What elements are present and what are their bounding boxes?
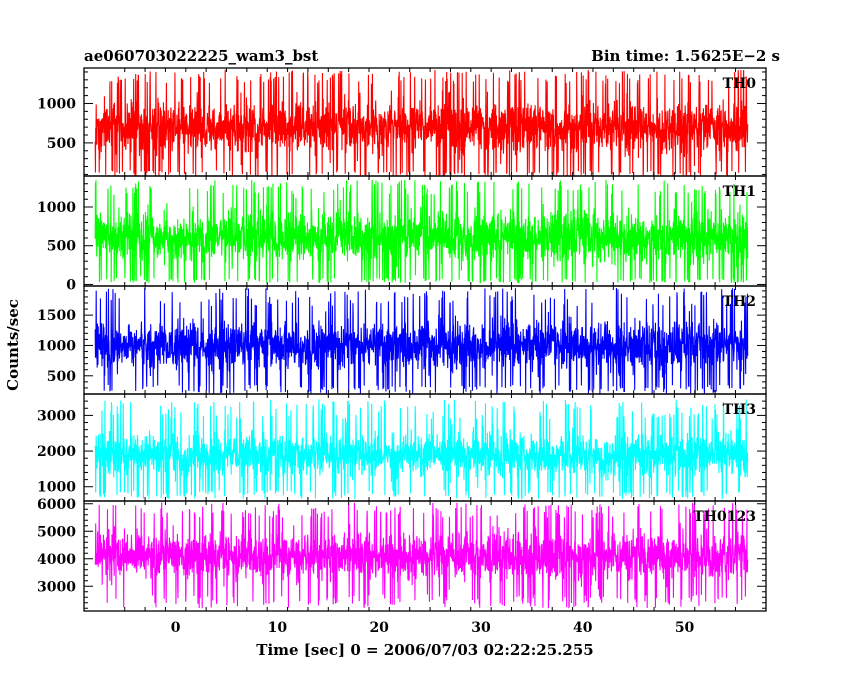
series-line-th0123 [94, 502, 749, 609]
y-tick-label: 3000 [37, 579, 76, 595]
y-tick-label: 2000 [37, 444, 76, 460]
y-tick-label: 1000 [37, 96, 76, 112]
series-line-th1 [94, 179, 749, 284]
y-tick-label: 500 [47, 369, 76, 385]
panel-th0: 500 1000 TH0 [37, 67, 767, 177]
y-tick-label: 1000 [37, 338, 76, 354]
panel-th3: 1000 2000 3000 TH3 [37, 393, 767, 502]
panel-th2: 500 1000 1500 TH2 [37, 285, 767, 395]
series-line-th2 [94, 288, 749, 394]
series-line-th3 [94, 399, 749, 501]
panels-group: 500 1000 TH0 0 500 1000 TH1 500 1000 1500 TH2 1000 2… [37, 67, 767, 612]
panel-th1: 0 500 1000 TH1 [37, 175, 767, 293]
y-tick-label: 1000 [37, 200, 76, 216]
panel-label-th2: TH2 [723, 294, 756, 310]
x-tick-label: 30 [471, 620, 491, 636]
x-tick-label: 0 [171, 620, 181, 636]
panel-label-th3: TH3 [723, 402, 756, 418]
x-tick-label: 20 [369, 620, 389, 636]
y-tick-label: 6000 [37, 497, 76, 513]
panel-label-th0: TH0 [723, 76, 757, 92]
panel-label-th0123: TH0123 [693, 509, 756, 525]
y-tick-label: 5000 [37, 524, 76, 540]
y-tick-label: 1500 [37, 308, 76, 324]
chart-title: ae060703022225_wam3_bst [84, 47, 318, 65]
panel-frame [83, 500, 767, 612]
y-axis-label: Counts/sec [4, 299, 22, 391]
x-axis: 0 10 20 30 40 50 [171, 620, 695, 636]
y-tick-label: 0 [66, 277, 76, 293]
panel-th0123: 3000 4000 5000 6000 TH0123 [37, 497, 767, 612]
x-tick-label: 10 [268, 620, 288, 636]
y-tick-label: 500 [47, 136, 76, 152]
y-tick-label: 1000 [37, 480, 76, 496]
panel-label-th1: TH1 [723, 184, 756, 200]
bin-time-label: Bin time: 1.5625E−2 s [591, 47, 780, 65]
y-tick-label: 500 [47, 239, 76, 255]
y-tick-label: 4000 [37, 552, 76, 568]
y-tick-label: 3000 [37, 408, 76, 424]
x-tick-label: 50 [675, 620, 695, 636]
x-tick-label: 40 [573, 620, 593, 636]
series-line-th0 [94, 69, 749, 176]
x-axis-label: Time [sec] 0 = 2006/07/03 02:22:25.255 [256, 641, 593, 659]
